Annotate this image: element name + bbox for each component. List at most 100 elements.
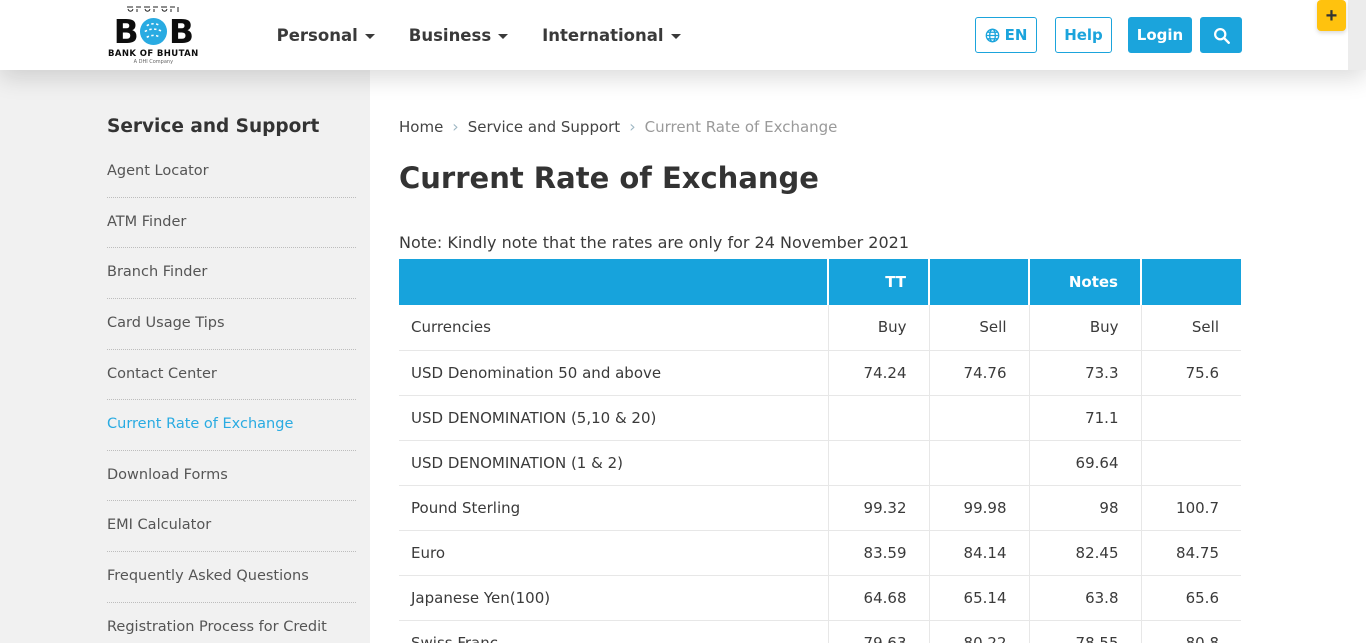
- sidebar-service-and-support: Service and Support Agent Locator ATM Fi…: [0, 70, 370, 643]
- tt-buy-value: 99.32: [827, 485, 929, 531]
- notes-sell-value: 84.75: [1140, 530, 1241, 576]
- breadcrumb-current-page: Current Rate of Exchange: [644, 118, 838, 136]
- menu-international[interactable]: International: [542, 26, 681, 45]
- accessibility-plus-button[interactable]: +: [1317, 0, 1346, 31]
- notes-buy-value: 78.55: [1028, 620, 1141, 643]
- login-button[interactable]: Login: [1128, 17, 1192, 53]
- group-header-tt: TT: [827, 259, 929, 305]
- chevron-right-icon: ›: [452, 117, 459, 136]
- sidebar-item-agent-locator[interactable]: Agent Locator: [107, 163, 209, 179]
- group-header-empty: [928, 259, 1029, 305]
- table-row: Pound Sterling 99.32 99.98 98 100.7: [399, 485, 1241, 531]
- table-row: Euro 83.59 84.14 82.45 84.75: [399, 530, 1241, 576]
- tt-sell-value: 74.76: [928, 350, 1029, 396]
- col-header-notes-buy: Buy: [1028, 305, 1141, 351]
- currency-name: USD DENOMINATION (1 & 2): [399, 440, 828, 486]
- sidebar-item-branch-finder[interactable]: Branch Finder: [107, 264, 208, 281]
- sidebar-item-contact-center[interactable]: Contact Center: [107, 365, 217, 382]
- notes-sell-value: 65.6: [1140, 575, 1241, 621]
- main-content: Home › Service and Support › Current Rat…: [370, 70, 1366, 643]
- sidebar-item-faq[interactable]: Frequently Asked Questions: [107, 568, 309, 585]
- notes-buy-value: 82.45: [1028, 530, 1141, 576]
- tt-buy-value: [827, 395, 929, 441]
- col-header-tt-buy: Buy: [827, 305, 929, 351]
- page-title: Current Rate of Exchange: [399, 161, 819, 195]
- table-row: Swiss Franc 79.63 80.22 78.55 80.8: [399, 620, 1241, 643]
- language-button[interactable]: EN: [975, 17, 1037, 53]
- chevron-down-icon: [670, 33, 681, 39]
- breadcrumb: Home › Service and Support › Current Rat…: [399, 117, 1241, 136]
- tt-sell-value: 80.22: [928, 620, 1029, 643]
- sidebar-item-emi-calculator[interactable]: EMI Calculator: [107, 517, 212, 534]
- tt-sell-value: 84.14: [928, 530, 1029, 576]
- logo-bank-name: BANK OF BHUTAN: [108, 48, 199, 59]
- col-header-currencies: Currencies: [399, 305, 828, 351]
- notes-buy-value: 71.1: [1028, 395, 1141, 441]
- tt-buy-value: 83.59: [827, 530, 929, 576]
- currency-name: USD Denomination 50 and above: [399, 350, 828, 396]
- sidebar-list: Agent Locator ATM Finder Branch Finder C…: [107, 147, 356, 643]
- sidebar-item-card-usage-tips[interactable]: Card Usage Tips: [107, 314, 225, 331]
- notes-buy-value: 69.64: [1028, 440, 1141, 486]
- notes-buy-value: 63.8: [1028, 575, 1141, 621]
- search-icon: [1213, 27, 1230, 44]
- search-button[interactable]: [1200, 17, 1242, 53]
- table-subheader-row: Currencies Buy Sell Buy Sell: [399, 305, 1241, 351]
- tt-sell-value: 65.14: [928, 575, 1029, 621]
- chevron-down-icon: [498, 33, 509, 39]
- group-header-notes: Notes: [1028, 259, 1141, 305]
- notes-sell-value: [1140, 395, 1241, 441]
- tt-buy-value: 74.24: [827, 350, 929, 396]
- table-row: USD DENOMINATION (5,10 & 20) 71.1: [399, 395, 1241, 441]
- notes-sell-value: 80.8: [1140, 620, 1241, 643]
- help-button[interactable]: Help: [1055, 17, 1112, 53]
- table-row: USD DENOMINATION (1 & 2) 69.64: [399, 440, 1241, 486]
- navbar-actions: EN Help Login: [975, 17, 1258, 53]
- breadcrumb-service-and-support[interactable]: Service and Support: [467, 118, 621, 136]
- notes-sell-value: [1140, 440, 1241, 486]
- menu-business[interactable]: Business: [409, 26, 509, 45]
- notes-sell-value: 100.7: [1140, 485, 1241, 531]
- group-header-empty: [399, 259, 828, 305]
- currency-name: Pound Sterling: [399, 485, 828, 531]
- chevron-down-icon: [364, 33, 375, 39]
- group-header-empty: [1140, 259, 1241, 305]
- tt-buy-value: 79.63: [827, 620, 929, 643]
- col-header-tt-sell: Sell: [928, 305, 1029, 351]
- col-header-notes-sell: Sell: [1140, 305, 1241, 351]
- notes-buy-value: 73.3: [1028, 350, 1141, 396]
- sidebar-item-current-rate-of-exchange[interactable]: Current Rate of Exchange: [107, 416, 294, 433]
- notes-sell-value: 75.6: [1140, 350, 1241, 396]
- currency-name: Euro: [399, 530, 828, 576]
- tt-sell-value: [928, 395, 1029, 441]
- notes-buy-value: 98: [1028, 485, 1141, 531]
- table-row: Japanese Yen(100) 64.68 65.14 63.8 65.6: [399, 575, 1241, 621]
- currency-name: USD DENOMINATION (5,10 & 20): [399, 395, 828, 441]
- menu-personal[interactable]: Personal: [277, 26, 375, 45]
- table-row: USD Denomination 50 and above 74.24 74.7…: [399, 350, 1241, 396]
- sidebar-title: Service and Support: [107, 116, 320, 137]
- page-right-edge: [1348, 0, 1366, 70]
- sidebar-item-registration-credit-card[interactable]: Registration Process for Credit Card: [107, 618, 327, 635]
- sidebar-item-atm-finder[interactable]: ATM Finder: [107, 213, 187, 230]
- tt-buy-value: [827, 440, 929, 486]
- tt-sell-value: [928, 440, 1029, 486]
- dzongkha-script-icon: [127, 6, 179, 12]
- breadcrumb-home[interactable]: Home: [399, 118, 444, 136]
- tt-buy-value: 64.68: [827, 575, 929, 621]
- currency-name: Swiss Franc: [399, 620, 828, 643]
- table-group-header-row: TT Notes: [399, 259, 1241, 305]
- language-label: EN: [1004, 26, 1028, 44]
- globe-icon: [985, 28, 999, 42]
- sidebar-item-download-forms[interactable]: Download Forms: [107, 466, 228, 483]
- main-menu: Personal Business International: [277, 26, 681, 45]
- currency-name: Japanese Yen(100): [399, 575, 828, 621]
- exchange-rates-table: TT Notes Currencies Buy Sell Buy Sell: [399, 259, 1241, 643]
- chevron-right-icon: ›: [629, 117, 636, 136]
- logo-globe-icon: [139, 17, 167, 45]
- rates-date-note: Note: Kindly note that the rates are onl…: [399, 233, 910, 252]
- tt-sell-value: 99.98: [928, 485, 1029, 531]
